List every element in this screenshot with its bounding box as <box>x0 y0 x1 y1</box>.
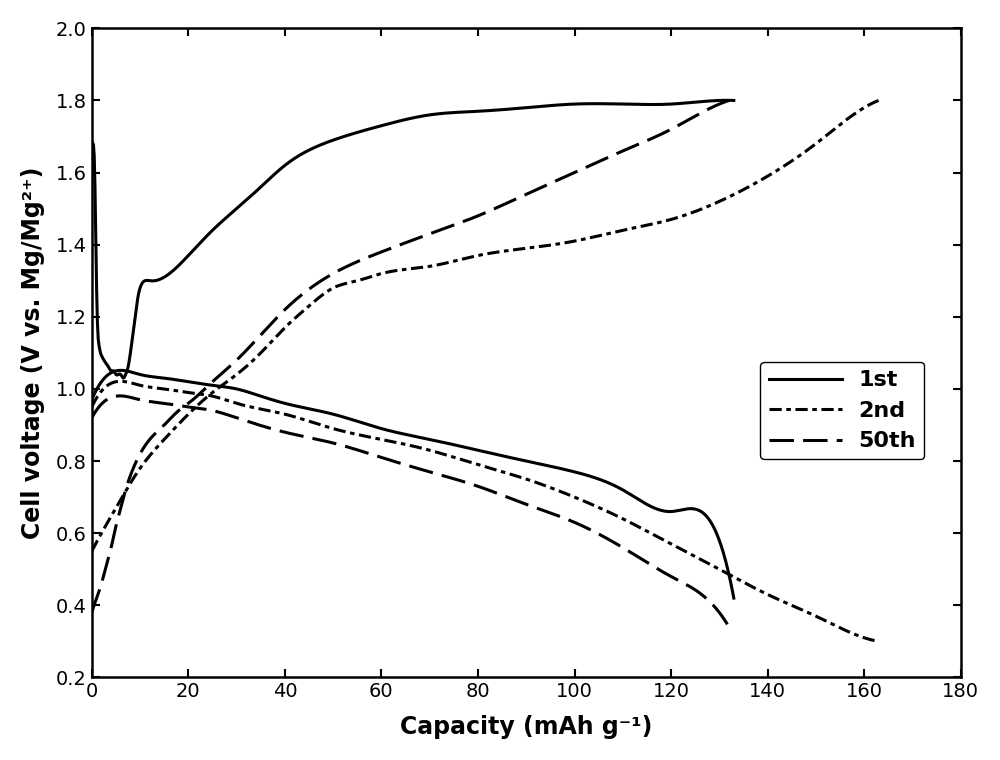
X-axis label: Capacity (mAh g⁻¹): Capacity (mAh g⁻¹) <box>400 715 652 739</box>
Y-axis label: Cell voltage (V vs. Mg/Mg²⁺): Cell voltage (V vs. Mg/Mg²⁺) <box>21 166 45 539</box>
Legend: 1st, 2nd, 50th: 1st, 2nd, 50th <box>760 362 924 459</box>
